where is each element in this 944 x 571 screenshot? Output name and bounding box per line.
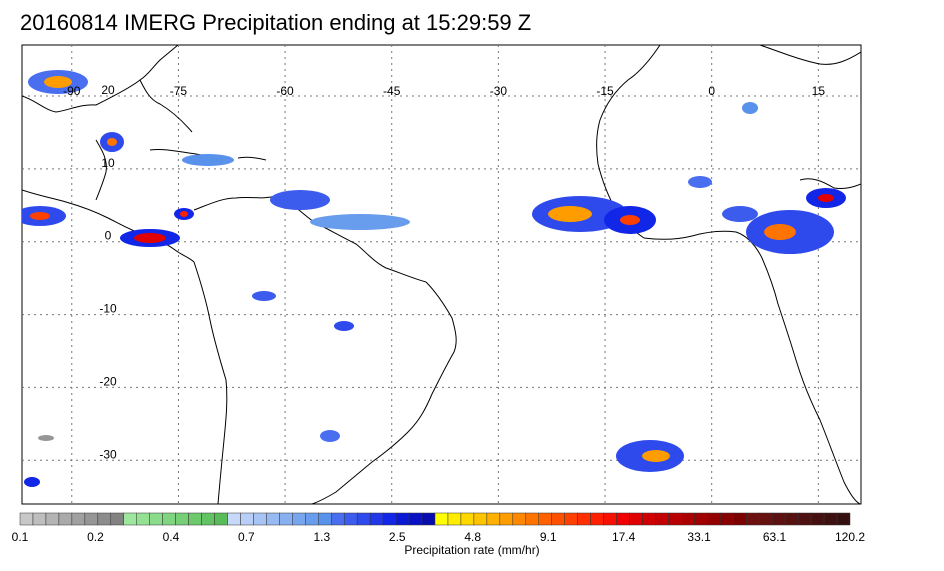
colorbar-tick-label: 63.1	[763, 530, 787, 544]
colorbar-swatch	[720, 512, 734, 526]
colorbar-swatch	[292, 512, 306, 526]
colorbar-swatch	[629, 512, 643, 526]
colorbar	[19, 512, 851, 526]
colorbar-swatch	[175, 512, 189, 526]
colorbar-swatch	[253, 512, 267, 526]
colorbar-tick-label: 17.4	[612, 530, 636, 544]
colorbar-tick-label: 0.1	[12, 530, 29, 544]
colorbar-swatch	[149, 512, 163, 526]
colorbar-swatch	[97, 512, 112, 526]
colorbar-swatch	[201, 512, 215, 526]
colorbar-swatch	[434, 512, 449, 526]
longitude-label: -30	[490, 84, 508, 98]
latitude-label: -30	[99, 447, 117, 461]
colorbar-swatch	[668, 512, 682, 526]
plot-frame	[21, 44, 862, 505]
colorbar-swatch	[369, 512, 384, 526]
latitude-label: 10	[101, 156, 115, 170]
colorbar-swatch	[681, 512, 695, 526]
colorbar-swatch	[447, 512, 462, 526]
colorbar-swatch	[538, 512, 552, 526]
latitude-label: -20	[99, 374, 117, 388]
colorbar-swatch	[512, 512, 527, 526]
colorbar-swatch	[590, 512, 604, 526]
colorbar-swatch	[123, 512, 137, 526]
colorbar-swatch	[746, 512, 760, 526]
colorbar-swatch	[499, 512, 514, 526]
colorbar-swatch	[110, 512, 124, 526]
colorbar-swatch	[84, 512, 99, 526]
colorbar-swatch	[331, 512, 345, 526]
colorbar-swatch	[266, 512, 280, 526]
colorbar-tick-label: 9.1	[540, 530, 557, 544]
colorbar-swatch	[318, 512, 332, 526]
precipitation-cells	[22, 70, 846, 487]
colorbar-swatch	[836, 512, 851, 526]
colorbar-swatch	[694, 512, 708, 526]
graticule-labels: -90 -75 -60 -45 -30 -15 0 15 20 10 0 -10 -20 -30	[63, 83, 825, 461]
colorbar-swatch	[603, 512, 617, 526]
colorbar-swatch	[486, 512, 501, 526]
colorbar-tick-label: 0.7	[238, 530, 255, 544]
colorbar-swatch	[784, 512, 799, 526]
colorbar-swatch	[395, 512, 410, 526]
colorbar-tick-label: 33.1	[687, 530, 711, 544]
latitude-label: -10	[99, 302, 117, 316]
colorbar-swatch	[136, 512, 150, 526]
colorbar-tick-label: 0.2	[87, 530, 104, 544]
colorbar-swatch	[655, 512, 669, 526]
colorbar-swatch	[460, 512, 475, 526]
map-title: 20160814 IMERG Precipitation ending at 1…	[20, 10, 532, 35]
longitude-label: -45	[383, 84, 401, 98]
colorbar-swatch	[240, 512, 254, 526]
colorbar-swatch	[45, 512, 60, 526]
colorbar-tick-label: 4.8	[464, 530, 481, 544]
longitude-label: -60	[276, 84, 294, 98]
colorbar-swatch	[551, 512, 565, 526]
colorbar-tick-label: 2.5	[389, 530, 406, 544]
colorbar-swatch	[758, 512, 773, 526]
colorbar-swatch	[408, 512, 423, 526]
colorbar-swatch	[32, 512, 47, 526]
colorbar-swatch	[473, 512, 488, 526]
colorbar-swatch	[810, 512, 825, 526]
longitude-label: 0	[708, 84, 715, 98]
colorbar-swatch	[279, 512, 293, 526]
colorbar-swatch	[707, 512, 721, 526]
colorbar-swatch	[577, 512, 591, 526]
longitude-label: 15	[812, 84, 826, 98]
longitude-label: -75	[170, 84, 188, 98]
colorbar-swatch	[58, 512, 73, 526]
longitude-label: -90	[63, 84, 81, 98]
colorbar-tick-label: 0.4	[163, 530, 180, 544]
latitude-label: 0	[105, 229, 112, 243]
colorbar-tick-label: 1.3	[313, 530, 330, 544]
colorbar-swatch	[214, 512, 228, 526]
colorbar-swatch	[733, 512, 747, 526]
colorbar-swatch	[305, 512, 319, 526]
colorbar-swatch	[188, 512, 202, 526]
colorbar-swatch	[382, 512, 397, 526]
colorbar-swatch	[642, 512, 656, 526]
latitude-label: 20	[101, 83, 115, 97]
colorbar-swatch	[421, 512, 436, 526]
colorbar-swatch	[797, 512, 812, 526]
colorbar-swatch	[823, 512, 838, 526]
colorbar-swatch	[343, 512, 358, 526]
colorbar-swatch	[616, 512, 630, 526]
colorbar-swatch	[162, 512, 176, 526]
colorbar-swatch	[19, 512, 34, 526]
colorbar-label: Precipitation rate (mm/hr)	[404, 543, 540, 557]
colorbar-swatch	[71, 512, 86, 526]
colorbar-tick-labels: 0.1 0.2 0.4 0.7 1.3 2.5 4.8 9.1 17.4 33.1 63.1 120.…	[12, 530, 866, 544]
colorbar-swatch	[356, 512, 371, 526]
colorbar-swatch	[771, 512, 786, 526]
colorbar-swatch	[525, 512, 539, 526]
colorbar-swatch	[227, 512, 241, 526]
colorbar-swatch	[564, 512, 578, 526]
longitude-label: -15	[596, 84, 614, 98]
colorbar-tick-label: 120.2	[835, 530, 865, 544]
